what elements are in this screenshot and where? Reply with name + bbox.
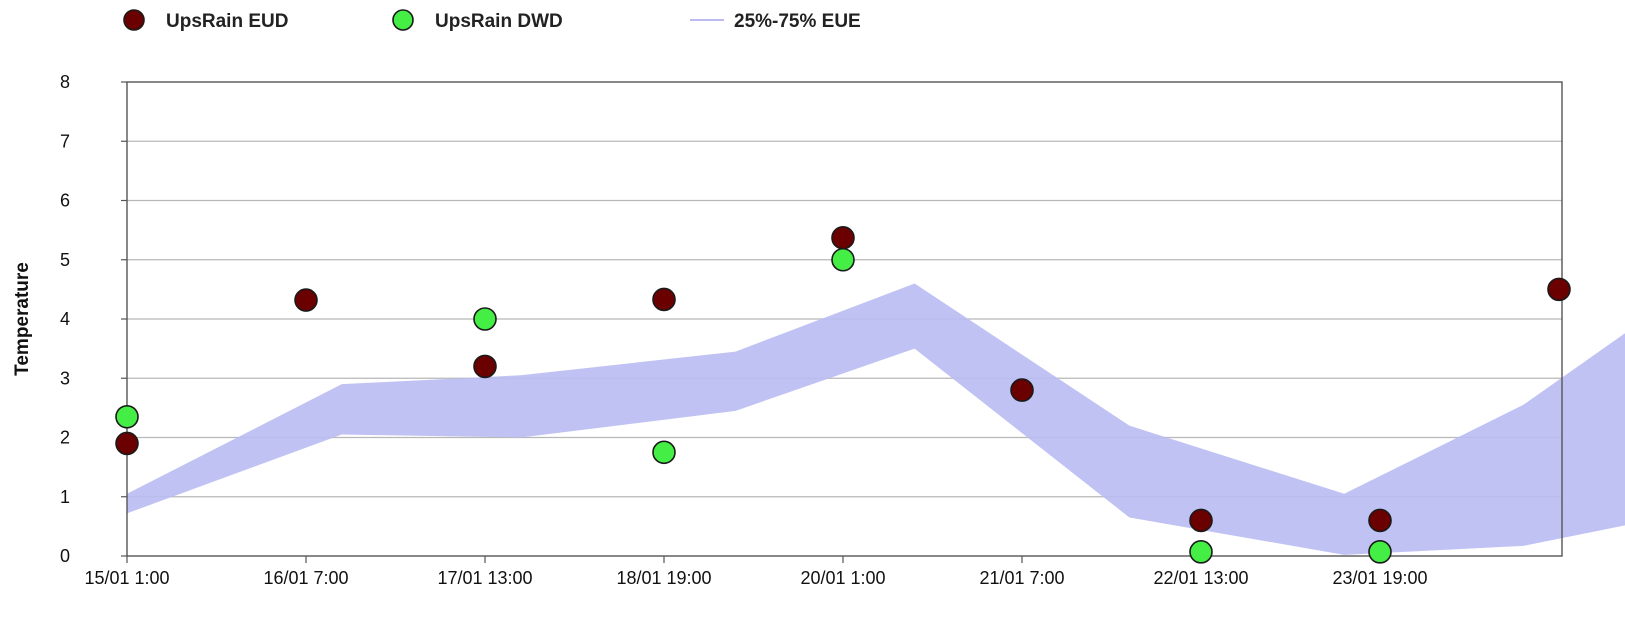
band-layer [127,283,1625,555]
point-upsrain-dwd [1189,540,1213,564]
point-upsrain-eud [294,288,318,312]
points-layer [115,226,1571,564]
point-upsrain-eud [1368,508,1392,533]
y-axis-label: Temperature [12,262,33,376]
y-tick-label: 6 [60,191,70,211]
x-tick-label: 17/01 13:00 [437,568,532,588]
legend-swatch-upsrain-eud [123,9,145,31]
x-tick-label: 15/01 1:00 [84,568,169,588]
point-upsrain-dwd [831,247,855,272]
x-tick-label: 21/01 7:00 [979,568,1064,588]
point-upsrain-eud [652,287,676,312]
x-tick-label: 23/01 19:00 [1332,568,1427,588]
legend-swatch-upsrain-dwd [392,9,414,31]
point-upsrain-dwd [652,440,676,465]
y-tick-label: 0 [60,546,70,566]
point-upsrain-dwd [1368,540,1392,564]
x-tick-label: 18/01 19:00 [616,568,711,588]
y-tick-label: 1 [60,487,70,507]
point-upsrain-eud [1189,508,1213,533]
point-upsrain-eud [115,431,139,456]
y-tick-label: 3 [60,368,70,388]
legend-label: 25%-75% EUE [734,11,861,32]
x-tick-label: 22/01 13:00 [1153,568,1248,588]
point-upsrain-dwd [473,307,497,331]
point-upsrain-eud [473,354,497,379]
y-tick-label: 4 [60,309,70,329]
y-tick-label: 5 [60,250,70,270]
y-tick-label: 7 [60,131,70,151]
point-upsrain-eud [1010,378,1034,402]
x-tick-label: 20/01 1:00 [800,568,885,588]
point-upsrain-eud [1547,277,1571,302]
legend-label: UpsRain EUD [166,11,288,32]
y-tick-label: 2 [60,428,70,448]
band-25-75-eue [127,283,1625,555]
x-tick-label: 16/01 7:00 [263,568,348,588]
axes: 0 1 2 3 4 5 6 7 8 15/01 1:00 16/01 7:00 17/01 13:00… [60,72,1428,588]
y-tick-label: 8 [60,72,70,92]
point-upsrain-dwd [115,404,139,429]
legend-label: UpsRain DWD [435,11,563,32]
point-upsrain-eud [831,226,855,250]
legend: UpsRain EUD UpsRain DWD 25%-75% EUE [123,9,861,32]
